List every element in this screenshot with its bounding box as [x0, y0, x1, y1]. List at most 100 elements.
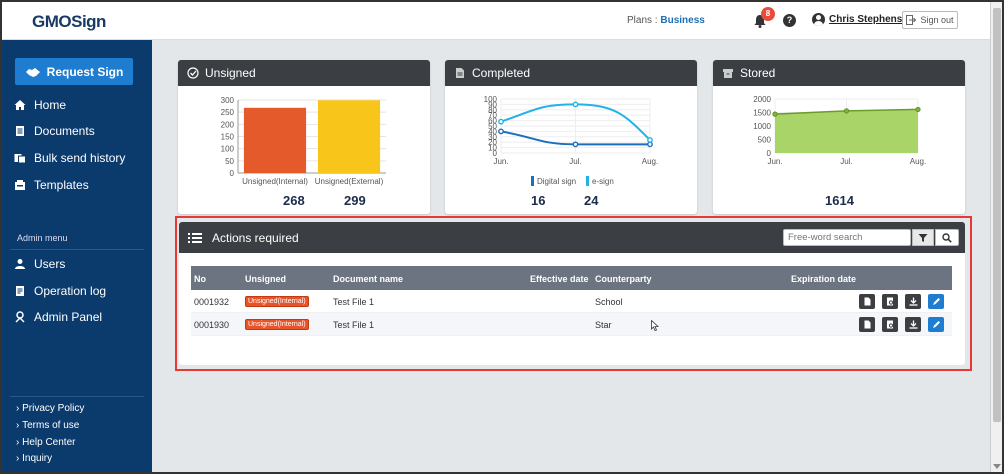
y-tick-label: 10 — [488, 144, 497, 153]
y-tick-label: 150 — [221, 133, 235, 142]
y-tick-label: 40 — [488, 127, 497, 136]
view-document-button[interactable] — [859, 317, 875, 332]
help-icon[interactable]: ? — [783, 14, 796, 27]
check-circle-icon — [187, 67, 199, 79]
scrollbar-thumb[interactable] — [993, 8, 1001, 422]
sidebar-item-templates[interactable]: Templates — [14, 175, 89, 195]
user-menu[interactable]: Chris Stephens — [812, 13, 902, 26]
bar — [317, 100, 381, 173]
row-document-name[interactable]: Test File 1 — [333, 320, 375, 330]
vertical-scrollbar[interactable] — [990, 2, 1002, 472]
status-badge: Unsigned(Internal) — [245, 319, 309, 330]
sign-button[interactable] — [928, 294, 944, 309]
document-search-icon — [886, 320, 893, 329]
document-icon — [864, 297, 870, 306]
x-tick-label: Jul. — [840, 157, 852, 166]
privacy-policy-link[interactable]: › Privacy Policy — [16, 403, 85, 414]
x-tick-label: Aug. — [910, 157, 926, 166]
user-avatar-icon — [812, 13, 825, 26]
view-document-button[interactable] — [859, 294, 875, 309]
completed-card-title: Completed — [472, 66, 531, 80]
table-row[interactable]: 0001932 Unsigned(Internal) Test File 1 S… — [191, 290, 952, 313]
request-sign-button[interactable]: Request Sign — [15, 58, 133, 85]
list-icon — [188, 232, 202, 243]
logo[interactable]: GMOSign — [32, 12, 106, 31]
column-header-document-name[interactable]: Document name — [333, 274, 404, 284]
sidebar-item-operation-log[interactable]: Operation log — [14, 281, 106, 301]
document-search-icon — [886, 297, 893, 306]
y-tick-label: 100 — [484, 95, 498, 104]
y-tick-label: 0 — [767, 149, 772, 158]
sidebar-item-home[interactable]: Home — [14, 95, 66, 115]
stored-area-chart: 0 500 1000 1500 2000 Jun. Jul. Aug. — [753, 95, 926, 166]
notification-badge: 8 — [761, 7, 775, 21]
unsigned-external-count[interactable]: 299 — [344, 193, 366, 208]
area-fill — [775, 109, 918, 153]
help-center-link[interactable]: › Help Center — [16, 437, 76, 448]
user-name[interactable]: Chris Stephens — [829, 14, 903, 25]
y-tick-label: 100 — [221, 145, 235, 154]
x-tick-label: Unsigned(Internal) — [242, 177, 308, 186]
unsigned-internal-count[interactable]: 268 — [283, 193, 305, 208]
filter-button[interactable] — [912, 229, 934, 246]
preview-document-button[interactable] — [882, 294, 898, 309]
legend-entry: e-sign — [592, 177, 614, 186]
x-tick-label: Jun. — [767, 157, 782, 166]
preview-document-button[interactable] — [882, 317, 898, 332]
scroll-down-arrow[interactable] — [993, 464, 1001, 469]
column-header-no[interactable]: No — [194, 274, 206, 284]
divider — [10, 249, 144, 250]
y-tick-label: 60 — [488, 117, 497, 126]
y-tick-label: 50 — [488, 122, 497, 131]
y-tick-label: 0 — [493, 149, 498, 158]
sign-out-label: Sign out — [920, 15, 954, 25]
templates-icon — [15, 180, 25, 190]
x-tick-label: Jun. — [493, 157, 508, 166]
sign-out-button[interactable]: Sign out — [902, 11, 958, 29]
y-tick-label: 250 — [221, 108, 235, 117]
bar — [243, 107, 307, 173]
sign-button[interactable] — [928, 317, 944, 332]
column-header-effective-date[interactable]: Effective date — [530, 274, 589, 284]
data-point — [915, 106, 921, 113]
sidebar-item-label: Operation log — [34, 284, 107, 298]
row-no: 0001930 — [194, 320, 230, 330]
download-button[interactable] — [905, 317, 921, 332]
stored-card-title: Stored — [740, 66, 776, 80]
y-tick-label: 300 — [221, 96, 235, 105]
download-button[interactable] — [905, 294, 921, 309]
stored-count[interactable]: 1614 — [825, 193, 854, 208]
digital-sign-count[interactable]: 16 — [531, 193, 546, 208]
column-header-counterparty[interactable]: Counterparty — [595, 274, 652, 284]
sidebar-item-bulk-send-history[interactable]: Bulk send history — [14, 148, 125, 168]
terms-link[interactable]: › Terms of use — [16, 420, 80, 431]
y-tick-label: 80 — [488, 106, 497, 115]
admin-icon — [15, 311, 25, 323]
table-row[interactable]: 0001930 Unsigned(Internal) Test File 1 S… — [191, 313, 952, 336]
column-header-unsigned[interactable]: Unsigned — [245, 274, 287, 284]
inquiry-link[interactable]: › Inquiry — [16, 453, 53, 464]
y-tick-label: 50 — [225, 157, 234, 166]
document-icon — [456, 68, 464, 78]
bulk-send-icon — [14, 154, 26, 164]
free-word-search-input[interactable] — [783, 229, 911, 246]
log-icon — [16, 286, 24, 296]
column-header-expiration-date[interactable]: Expiration date — [791, 274, 857, 284]
x-tick-label: Unsigned(External) — [315, 177, 384, 186]
search-button[interactable] — [935, 229, 959, 246]
notification-button[interactable]: 8 — [753, 7, 775, 29]
mouse-cursor-icon — [651, 320, 659, 331]
sidebar-item-admin-panel[interactable]: Admin Panel — [14, 307, 102, 327]
actions-table: No Unsigned Document name Effective date… — [191, 266, 952, 336]
plan-info: Plans : Business — [627, 15, 705, 26]
legend-entry: Digital sign — [537, 177, 576, 186]
data-point — [843, 108, 850, 114]
handshake-icon — [25, 67, 40, 77]
sidebar-item-documents[interactable]: Documents — [14, 121, 95, 141]
sidebar-item-users[interactable]: Users — [14, 254, 65, 274]
esign-count[interactable]: 24 — [584, 193, 599, 208]
data-point — [572, 101, 579, 108]
row-document-name[interactable]: Test File 1 — [333, 297, 375, 307]
sidebar-item-label: Documents — [34, 124, 95, 138]
